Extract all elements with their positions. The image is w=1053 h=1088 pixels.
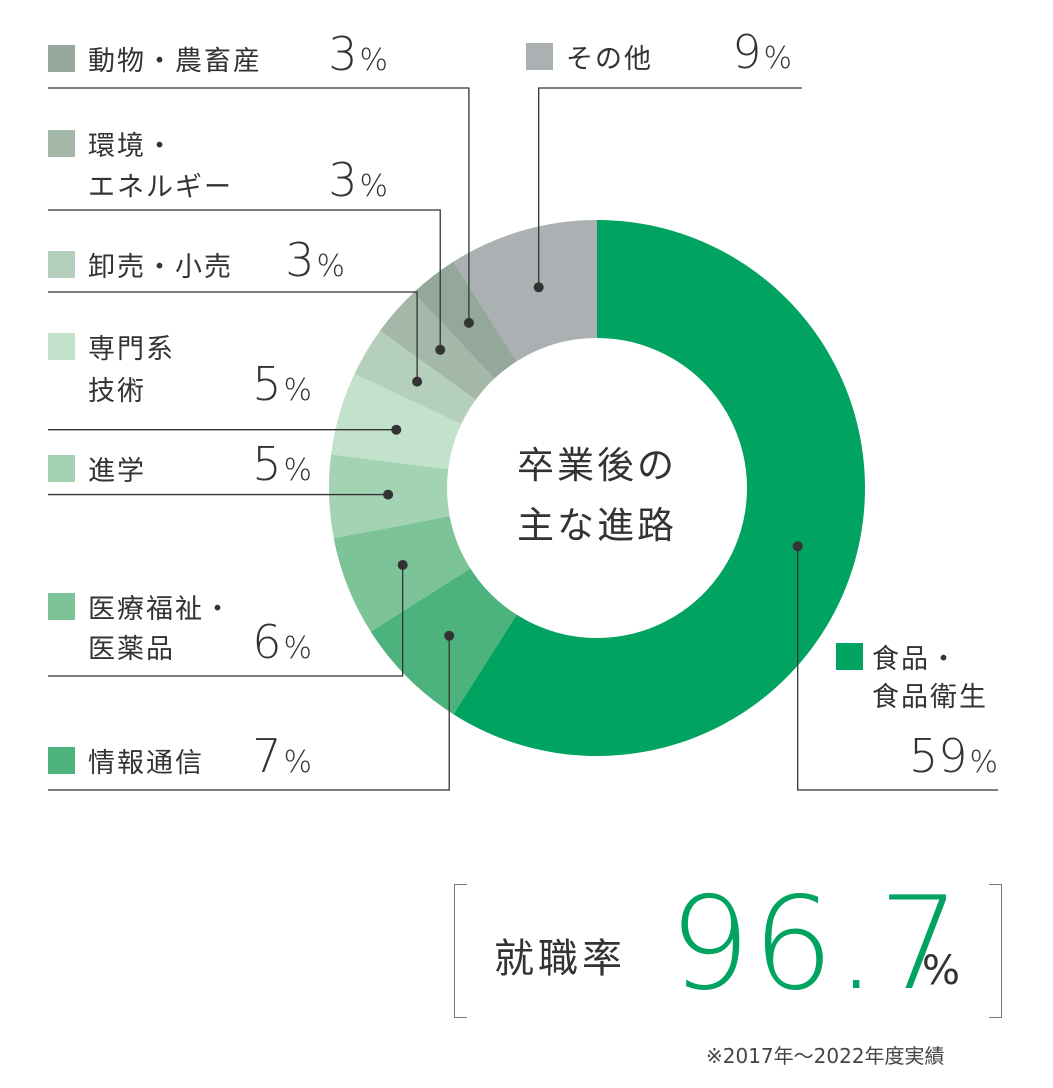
employment-rate-box: 就職率 96.7 %: [454, 870, 1002, 1019]
legend-label-tech: 専門系: [88, 334, 175, 365]
data-label-food: 59%: [909, 729, 998, 783]
leader-line-medical: [48, 564, 404, 677]
leader-lines: [48, 87, 998, 791]
legend-swatch-medical: [48, 593, 75, 620]
leader-line-food: [797, 546, 998, 791]
legend-label-medical: 医療福祉・: [88, 594, 233, 625]
leader-dot-food: [792, 541, 803, 552]
data-label-other: 9%: [732, 25, 792, 79]
data-label-animal: 3%: [328, 27, 388, 81]
legend-label-study: 進学: [88, 456, 146, 487]
employment-rate-label: 就職率: [494, 936, 626, 982]
legend-swatch-energy: [48, 130, 75, 157]
legend-swatch-tech: [48, 333, 75, 360]
employment-rate-unit: %: [922, 948, 961, 994]
data-label-retail: 3%: [285, 233, 345, 287]
slice-tech: [331, 373, 462, 470]
leader-line-ict: [48, 635, 450, 791]
leader-line-retail: [48, 291, 418, 382]
chart-title-line-2: 主な進路: [517, 504, 677, 547]
leader-dot-ict: [444, 630, 455, 641]
legend-label-ict: 情報通信: [88, 748, 204, 779]
leader-dot-other: [533, 282, 544, 293]
legend-swatch-food: [836, 643, 863, 670]
legend-label-animal: 動物・農畜産: [88, 46, 262, 77]
data-label-tech: 5%: [252, 357, 312, 411]
bracket-right: [989, 884, 1002, 1018]
leader-dot-medical: [397, 559, 408, 570]
data-label-energy: 3%: [328, 153, 388, 207]
slice-ict: [370, 568, 517, 715]
legend-swatch-ict: [48, 747, 75, 774]
employment-rate-value: 96.7: [669, 870, 962, 1019]
data-label-medical: 6%: [252, 615, 312, 669]
legend-label-medical: 医薬品: [88, 634, 175, 665]
period-note: ※2017年～2022年度実績: [706, 1044, 945, 1068]
slice-food: [453, 220, 865, 756]
legend-swatch-other: [526, 43, 553, 70]
legend-label-retail: 卸売・小売: [88, 252, 233, 283]
legend-swatch-animal: [48, 45, 75, 72]
leader-dot-energy: [435, 344, 446, 355]
chart-title-line-1: 卒業後の: [517, 444, 677, 487]
data-label-ict: 7%: [252, 729, 312, 783]
leader-dot-study: [383, 489, 394, 500]
legend-label-tech: 技術: [88, 376, 146, 407]
legend-label-other: その他: [566, 44, 653, 75]
leader-line-energy: [48, 209, 441, 350]
leader-dot-tech: [391, 424, 402, 435]
data-label-study: 5%: [252, 437, 312, 491]
donut-slices: [329, 220, 865, 756]
legend-label-energy: エネルギー: [88, 172, 233, 203]
bracket-left: [454, 884, 467, 1018]
slice-other: [453, 220, 597, 362]
legend-label-energy: 環境・: [88, 131, 175, 162]
legend-swatch-retail: [48, 251, 75, 278]
leader-line-animal: [48, 87, 470, 323]
legend-swatch-study: [48, 455, 75, 482]
legend-label-food: 食品・: [872, 644, 959, 675]
leader-dot-animal: [463, 317, 474, 328]
leader-line-other: [538, 87, 802, 288]
legend-label-food: 食品衛生: [872, 682, 988, 713]
leader-dot-retail: [412, 376, 423, 387]
